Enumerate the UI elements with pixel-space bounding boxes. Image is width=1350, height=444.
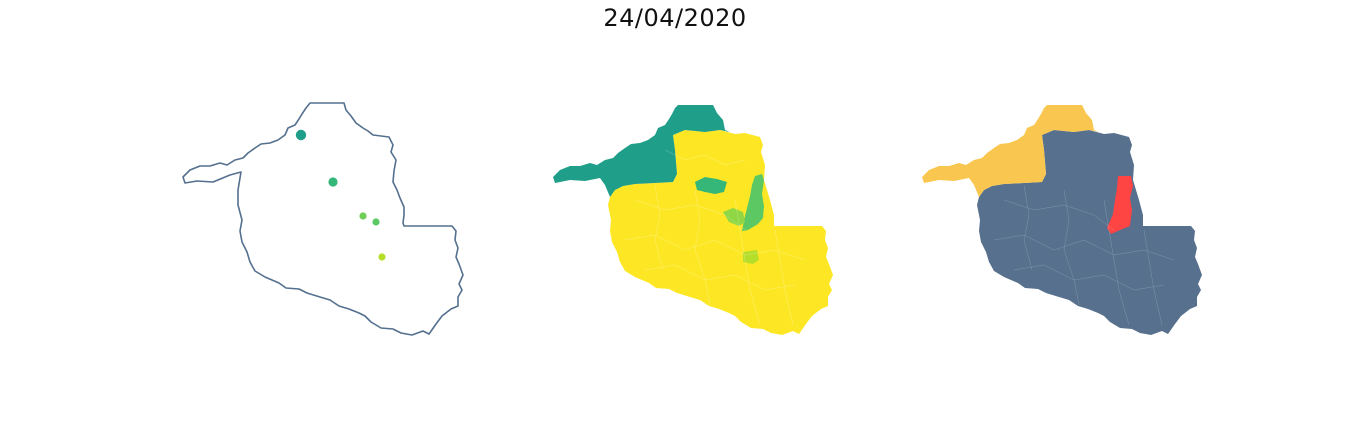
category-map-svg <box>922 105 1202 335</box>
map-point <box>359 212 367 220</box>
region-slate <box>977 130 1202 335</box>
municipality-borders <box>624 149 806 326</box>
point-map-panel <box>175 90 495 350</box>
region-green-east <box>742 174 764 231</box>
region-yellow <box>608 130 833 335</box>
region-red <box>1107 176 1133 234</box>
choropleth-map-svg <box>553 105 833 335</box>
region-teal <box>553 105 730 197</box>
map-point <box>378 253 386 261</box>
region-green-north <box>695 177 727 194</box>
points-layer <box>295 129 386 261</box>
category-map-panel <box>914 90 1234 350</box>
region-lime-south <box>743 250 759 264</box>
map-point <box>328 177 338 187</box>
page-title: 24/04/2020 <box>603 4 747 32</box>
point-map-svg <box>182 102 464 336</box>
choropleth-map-panel <box>545 90 865 350</box>
map-point <box>372 218 380 226</box>
map-point <box>295 129 307 141</box>
region-lime <box>723 208 745 226</box>
municipality-borders-cat <box>993 184 1175 326</box>
state-outline <box>182 102 464 336</box>
region-gold <box>922 105 1099 197</box>
